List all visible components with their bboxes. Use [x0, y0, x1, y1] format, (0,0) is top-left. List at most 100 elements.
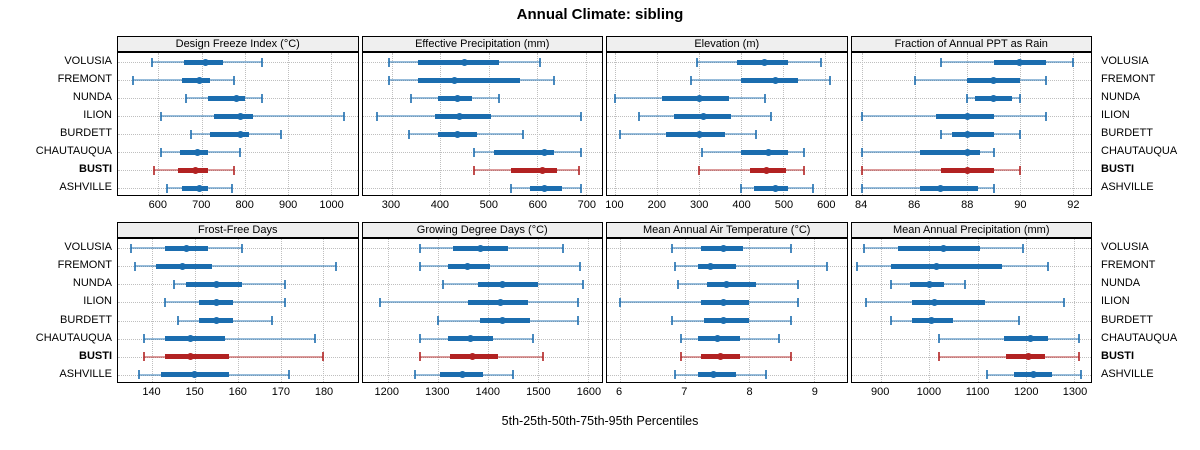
- row-label-left-nunda: NUNDA: [72, 91, 112, 103]
- gridline-v: [929, 239, 931, 382]
- row-label-right-chautauqua: CHAUTAUQUA: [1101, 145, 1178, 157]
- tick-label: 300: [690, 199, 709, 211]
- gridline-v: [287, 53, 289, 195]
- whisker-cap-low: [185, 93, 188, 103]
- whisker-cap-high: [342, 111, 345, 121]
- whisker-cap-high: [579, 261, 582, 271]
- whisker-cap-low: [937, 334, 940, 344]
- row-label-left-volusia: VOLUSIA: [64, 55, 112, 67]
- gridline-h: [607, 134, 847, 135]
- whisker-cap-low: [698, 165, 701, 175]
- iqr-bar: [912, 299, 985, 305]
- median-dot: [723, 280, 731, 288]
- whisker-cap-high: [811, 183, 814, 193]
- gridline-v: [194, 239, 196, 382]
- whisker-cap-high: [580, 183, 583, 193]
- gridline-h: [118, 338, 358, 340]
- whisker-cap-high: [283, 297, 286, 307]
- median-dot: [236, 130, 244, 138]
- whisker-cap-high: [826, 261, 829, 271]
- median-dot: [193, 148, 201, 156]
- median-dot: [1024, 353, 1032, 361]
- gridline-h: [118, 188, 358, 189]
- tick-label: 400: [732, 199, 751, 211]
- gridline-v: [619, 239, 621, 382]
- gridline-v: [914, 53, 916, 195]
- tick-label: 180: [314, 386, 334, 398]
- tick-label: 1300: [1062, 386, 1088, 398]
- median-dot: [178, 262, 186, 270]
- tick-label: 800: [235, 199, 254, 211]
- whisker-cap-high: [260, 57, 263, 67]
- iqr-bar: [951, 131, 994, 137]
- median-dot: [707, 262, 715, 270]
- median-dot: [236, 112, 244, 120]
- median-dot: [499, 317, 507, 325]
- median-dot: [191, 166, 199, 174]
- gridline-v: [537, 239, 539, 382]
- median-dot: [937, 184, 945, 192]
- median-dot: [212, 317, 220, 325]
- whisker-cap-low: [637, 111, 640, 121]
- gridline-v: [825, 53, 827, 195]
- whisker-cap-high: [531, 334, 534, 344]
- whisker-cap-low: [131, 75, 134, 85]
- whisker-cap-high: [992, 147, 995, 157]
- whisker-cap-high: [828, 75, 831, 85]
- panel-header-fraction-of-annual-ppt-as-rain: Fraction of Annual PPT as Rain: [850, 36, 1092, 52]
- gridline-v: [1019, 53, 1021, 195]
- tick-label: 700: [577, 199, 597, 211]
- whisker-cap-low: [473, 165, 476, 175]
- whisker-cap-low: [939, 129, 942, 139]
- row-label-right-burdett: BURDETT: [1101, 127, 1153, 139]
- whisker-cap-high: [580, 111, 583, 121]
- gridline-v: [814, 239, 816, 382]
- whisker-cap-low: [388, 57, 391, 67]
- panel-plot-design-freeze-index-c: [117, 52, 359, 196]
- whisker-cap-high: [511, 370, 514, 380]
- median-dot: [963, 130, 971, 138]
- median-dot: [461, 58, 469, 66]
- gridline-v: [783, 53, 785, 195]
- whisker-cap-low: [151, 57, 154, 67]
- panel-header-frost-free-days: Frost-Free Days: [117, 222, 359, 238]
- gridline-h: [362, 152, 602, 153]
- iqr-bar: [919, 149, 981, 155]
- gridline-v: [657, 53, 659, 195]
- iqr-bar: [741, 77, 799, 83]
- gridline-v: [1072, 53, 1074, 195]
- median-dot: [710, 371, 718, 379]
- row-label-right-volusia: VOLUSIA: [1101, 241, 1149, 254]
- whisker-cap-high: [777, 334, 780, 344]
- whisker-cap-low: [509, 183, 512, 193]
- whisker-cap-high: [790, 243, 793, 253]
- tick-label: 160: [228, 386, 247, 398]
- row-label-left-ilion: ILION: [83, 295, 112, 308]
- median-dot: [695, 130, 703, 138]
- whisker-cap-high: [1077, 352, 1080, 362]
- whisker-cap-high: [1018, 93, 1021, 103]
- median-dot: [771, 184, 779, 192]
- whisker-cap-high: [521, 129, 524, 139]
- row-label-right-busti: BUSTI: [1101, 163, 1134, 175]
- row-label-left-chautauqua: CHAUTAUQUA: [35, 331, 112, 344]
- tick-label: 84: [854, 199, 868, 211]
- whisker-cap-low: [441, 279, 444, 289]
- gridline-h: [362, 188, 602, 189]
- whisker-cap-high: [964, 279, 967, 289]
- gridline-h: [118, 266, 358, 268]
- row-label-left-ilion: ILION: [83, 109, 112, 121]
- whisker-cap-high: [553, 75, 556, 85]
- whisker-cap-low: [861, 183, 864, 193]
- tick-label: 88: [961, 199, 974, 211]
- median-dot: [940, 244, 948, 252]
- panel-plot-mean-annual-air-temperature-c: [606, 238, 848, 383]
- median-dot: [695, 94, 703, 102]
- whisker-cap-high: [283, 279, 286, 289]
- iqr-bar: [165, 354, 230, 360]
- whisker-cap-high: [790, 352, 793, 362]
- gridline-h: [607, 152, 847, 153]
- whisker-cap-high: [1071, 57, 1074, 67]
- panel-header-design-freeze-index-c: Design Freeze Index (°C): [117, 36, 359, 52]
- whisker-cap-high: [580, 147, 583, 157]
